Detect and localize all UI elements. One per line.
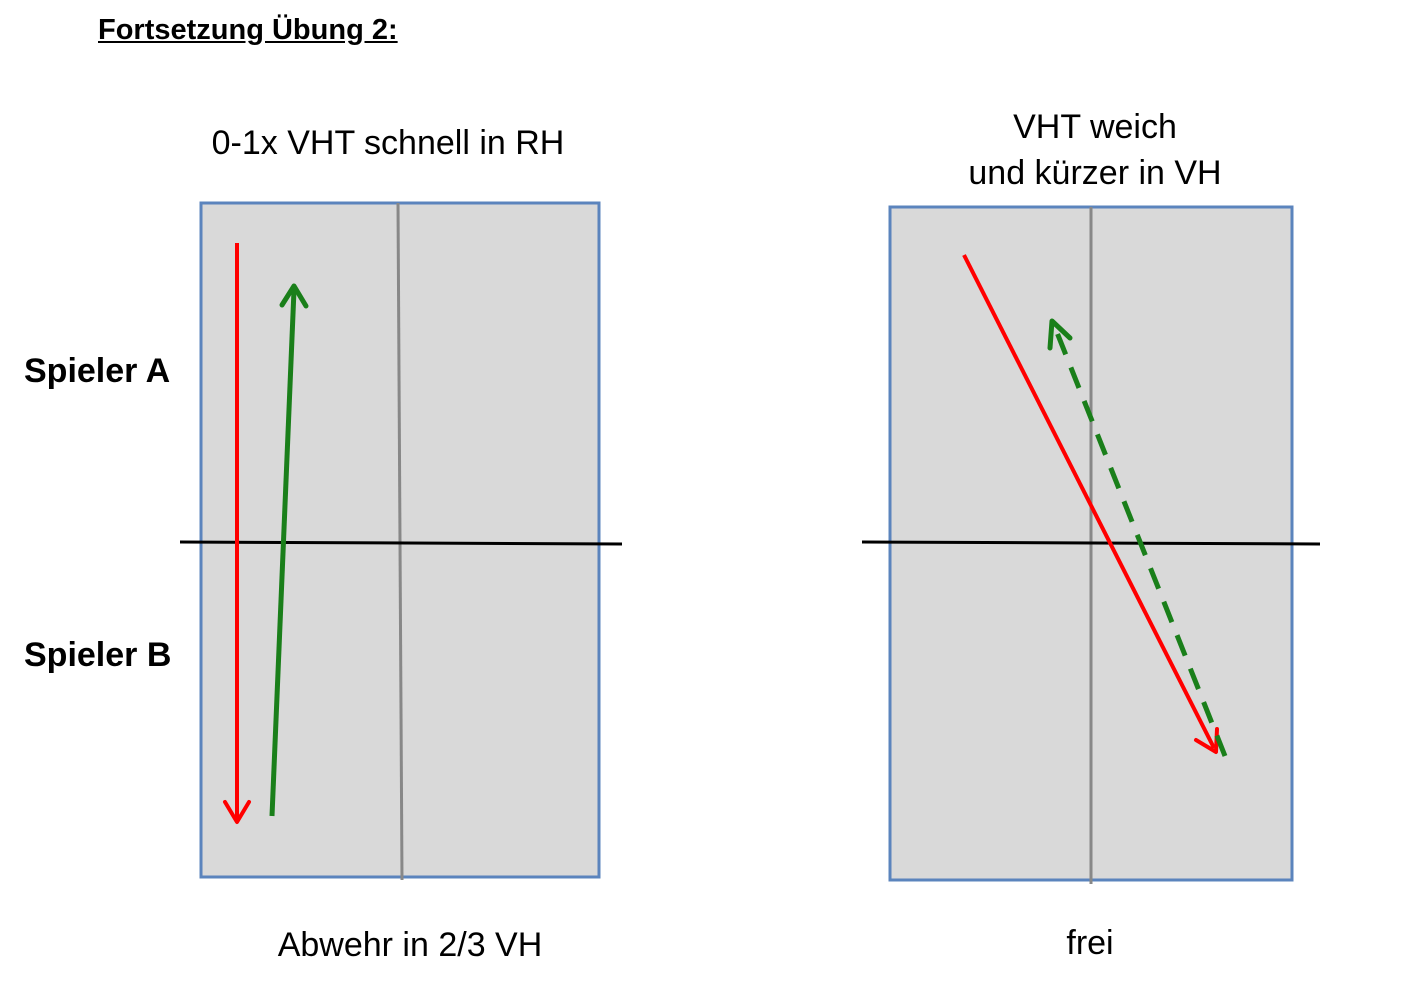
table-1-green-arrow — [269, 283, 309, 817]
table-2-top-caption: VHT weich und kürzer in VH — [900, 104, 1290, 196]
table-1-top-caption: 0-1x VHT schnell in RH — [211, 124, 565, 162]
table-2-green-dashed-arrow — [1047, 318, 1228, 757]
table-2-bottom-caption: frei — [1066, 924, 1114, 962]
table-1-net — [179, 540, 623, 546]
player-b-label: Spieler B — [24, 636, 172, 674]
table-2 — [861, 205, 1321, 884]
table-2-top-caption-line-2: und kürzer in VH — [968, 154, 1222, 192]
table-2-net — [861, 540, 1321, 546]
slide-title: Fortsetzung Übung 2: — [98, 14, 398, 46]
table-2-top-caption-line-1: VHT weich — [1013, 108, 1177, 146]
table-1-red-arrow — [223, 243, 251, 824]
player-a-label: Spieler A — [24, 352, 171, 390]
table-1-bottom-caption: Abwehr in 2/3 VH — [277, 926, 543, 964]
table-1 — [179, 201, 623, 881]
